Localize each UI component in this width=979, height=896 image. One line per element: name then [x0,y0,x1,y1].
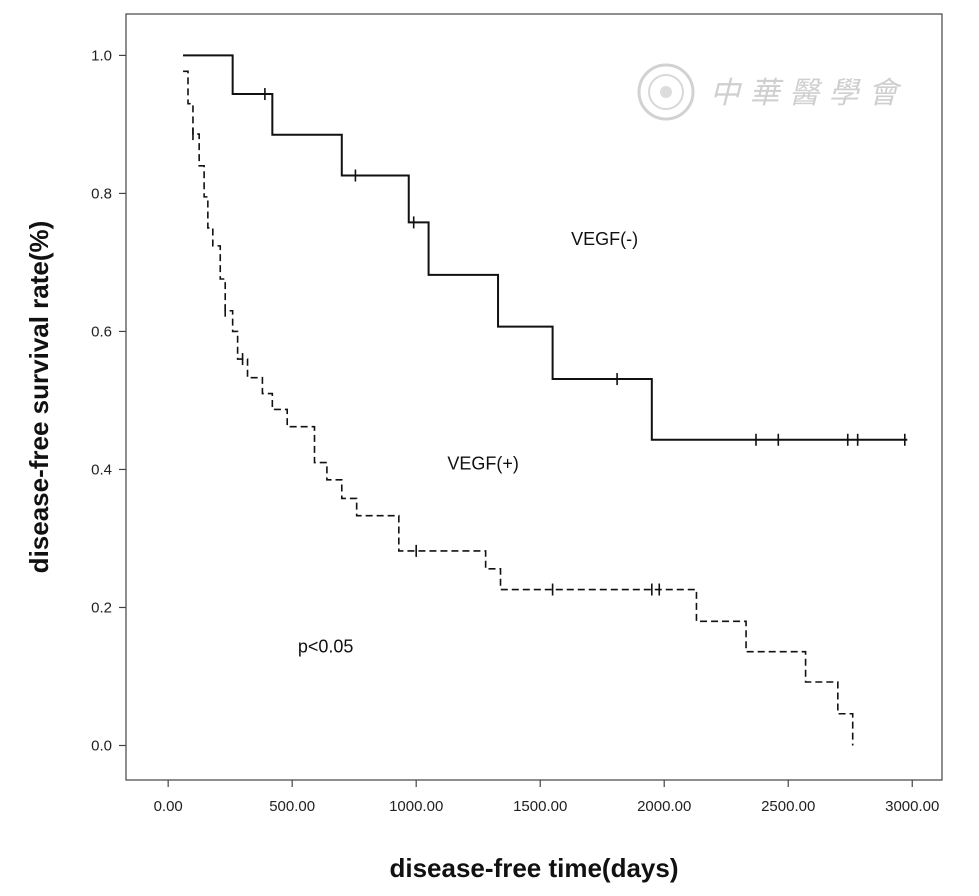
x-tick-label: 500.00 [269,798,315,815]
y-axis: 0.0 0.2 0.4 0.6 0.8 1.0 [91,47,126,754]
series-line-vegf [183,54,908,441]
x-axis-title: disease-free time(days) [389,853,678,883]
y-axis-title: disease-free survival rate(%) [24,221,54,574]
y-tick-label: 0.8 [91,185,112,202]
y-tick-label: 0.2 [91,599,112,616]
y-tick-label: 0.0 [91,737,112,754]
x-tick-label: 3000.00 [885,798,939,815]
series-layer [183,54,908,746]
annotation-label: p<0.05 [298,636,354,656]
annotation-label: VEGF(-) [571,229,638,249]
x-tick-label: 1500.00 [513,798,567,815]
y-tick-label: 0.4 [91,461,112,478]
annotation-layer: VEGF(-) VEGF(+) p<0.05 [298,229,638,656]
plot-area-frame [125,13,943,781]
svg-text:中 華 醫 學 會: 中 華 醫 學 會 [710,76,902,111]
watermark-logo: 中 華 醫 學 會 [637,63,902,121]
x-axis: 0.00 500.00 1000.00 1500.00 2000.00 2500.00 30… [154,780,939,815]
x-tick-label: 0.00 [154,798,183,815]
annotation-label: VEGF(+) [447,453,519,473]
y-tick-label: 0.6 [91,323,112,340]
series-line-vegf [183,70,854,746]
x-tick-label: 2000.00 [637,798,691,815]
y-tick-label: 1.0 [91,47,112,64]
x-tick-label: 1000.00 [389,798,443,815]
x-tick-label: 2500.00 [761,798,815,815]
